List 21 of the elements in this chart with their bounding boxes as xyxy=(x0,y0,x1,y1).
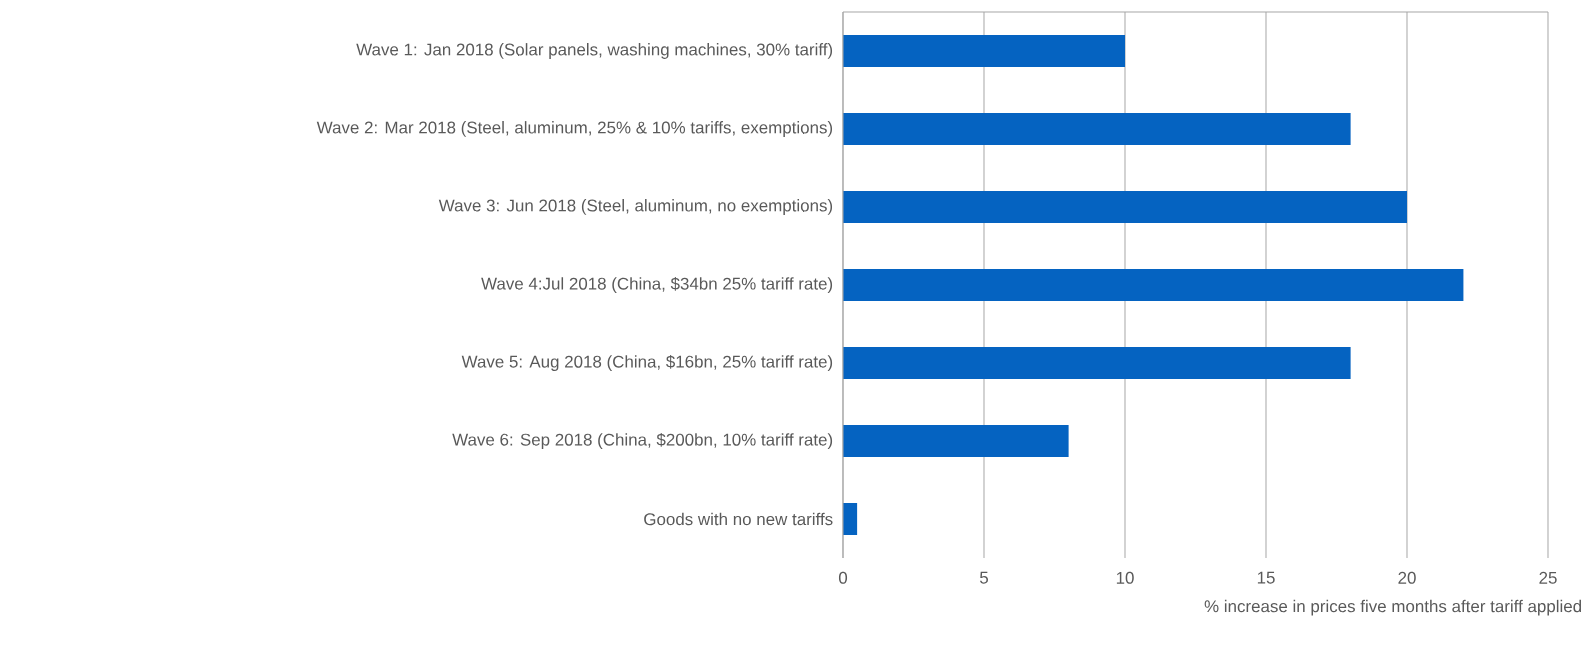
y-tick-label: Wave 4:Jul 2018 (China, $34bn 25% tariff rate) xyxy=(481,276,833,293)
y-tick-label: Goods with no new tariffs xyxy=(644,512,833,526)
x-tick-label: 20 xyxy=(1398,571,1416,584)
x-tick-label: 25 xyxy=(1539,571,1557,584)
bar xyxy=(843,190,1408,223)
y-tick-label: Wave 5: Aug 2018 (China, $16bn, 25% tariff rate) xyxy=(461,354,833,372)
x-tick-label: 5 xyxy=(979,571,989,584)
bar xyxy=(843,112,1351,145)
bar xyxy=(843,424,1069,457)
bar xyxy=(843,34,1126,67)
bar xyxy=(843,346,1351,379)
x-tick-label: 15 xyxy=(1257,571,1275,584)
y-tick-label: Wave 2: Mar 2018 (Steel, aluminum, 25% & 10% tariffs, exemptions) xyxy=(316,121,833,137)
bar xyxy=(843,502,858,535)
y-tick-label: Wave 1: Jan 2018 (Solar panels, washing machines, 30% tariff) xyxy=(356,43,833,59)
y-tick-label: Wave 6: Sep 2018 (China, $200bn, 10% tariff rate) xyxy=(452,432,833,450)
x-axis-title: % increase in prices five months after tariff applied xyxy=(1204,599,1582,616)
x-tick-label: 10 xyxy=(1116,571,1134,584)
y-tick-label: Wave 3: Jun 2018 (Steel, aluminum, no exemptions) xyxy=(438,199,833,215)
x-tick-label: 0 xyxy=(838,571,848,584)
bar xyxy=(843,268,1464,301)
